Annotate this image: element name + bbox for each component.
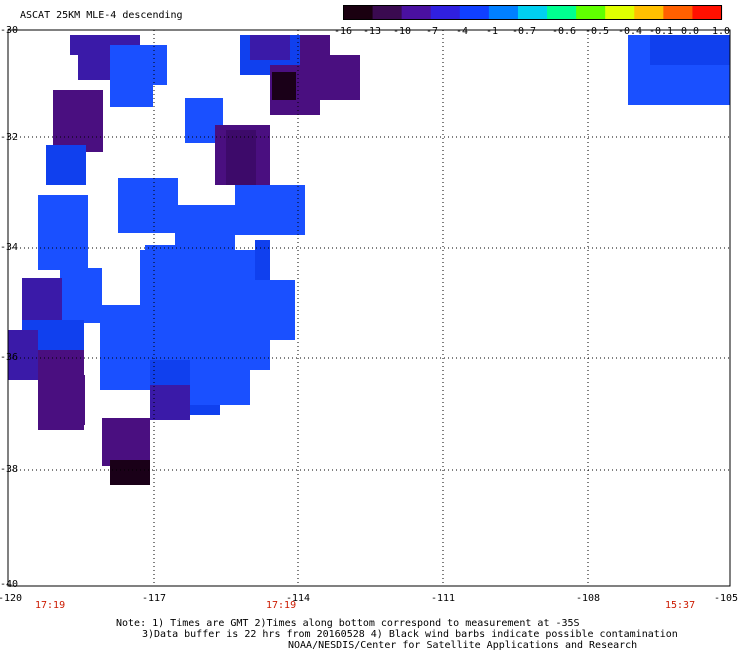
lat-label-38: -38 xyxy=(0,464,19,475)
colorbar-label: -4 xyxy=(455,26,469,37)
map-title: ASCAT 25KM MLE-4 descending xyxy=(20,10,183,21)
colorbar-label: 1.0 xyxy=(711,26,731,37)
colorbar-swatch xyxy=(547,5,577,20)
wind-cell xyxy=(8,330,38,380)
colorbar-swatch xyxy=(605,5,635,20)
colorbar-label: -0.6 xyxy=(551,26,577,37)
colorbar-swatch xyxy=(634,5,664,20)
colorbar-label: -0.4 xyxy=(617,26,643,37)
colorbar-label: -10 xyxy=(392,26,412,37)
wind-cell xyxy=(190,355,250,405)
wind-cell xyxy=(255,240,270,285)
colorbar xyxy=(343,5,723,20)
wind-cell xyxy=(38,195,88,270)
lat-label-30: -30 xyxy=(0,25,19,36)
note-line-2: 3)Data buffer is 22 hrs from 20160528 4)… xyxy=(142,629,678,640)
colorbar-label: -0.1 xyxy=(648,26,674,37)
wind-cell xyxy=(272,72,296,100)
note-line-3: NOAA/NESDIS/Center for Satellite Applica… xyxy=(288,640,638,650)
wind-cell xyxy=(46,145,86,185)
lat-label-36: -36 xyxy=(0,352,19,363)
lon-label-105: -105 xyxy=(713,593,739,604)
wind-cell xyxy=(150,385,190,420)
colorbar-swatch xyxy=(459,5,490,20)
time-label-right: 15:37 xyxy=(665,600,696,611)
colorbar-swatch xyxy=(430,5,461,20)
lat-label-32: -32 xyxy=(0,132,19,143)
lat-label-40: -40 xyxy=(0,579,19,590)
colorbar-label: -13 xyxy=(362,26,382,37)
colorbar-swatch xyxy=(343,5,374,20)
colorbar-label: -0.7 xyxy=(511,26,537,37)
colorbar-swatch xyxy=(372,5,403,20)
wind-cell xyxy=(60,268,102,323)
wind-cell xyxy=(118,178,178,233)
wind-cell xyxy=(102,418,150,466)
lon-label-114: -114 xyxy=(285,593,311,604)
lat-label-34: -34 xyxy=(0,242,19,253)
colorbar-swatch xyxy=(576,5,606,20)
wind-cell xyxy=(235,185,305,235)
wind-cell xyxy=(53,90,103,152)
colorbar-label: -1 xyxy=(485,26,499,37)
lon-label-108: -108 xyxy=(575,593,601,604)
wind-cell xyxy=(220,280,295,340)
wind-cell xyxy=(250,340,270,370)
time-label-mid: 17:19 xyxy=(266,600,297,611)
wind-cell xyxy=(45,375,85,425)
lon-label-120: -120 xyxy=(0,593,23,604)
lon-label-117: -117 xyxy=(141,593,167,604)
colorbar-swatch xyxy=(692,5,723,20)
wind-cell xyxy=(650,35,730,65)
time-label-left: 17:19 xyxy=(35,600,66,611)
colorbar-label: 0.0 xyxy=(680,26,700,37)
colorbar-label: -0.5 xyxy=(584,26,610,37)
wind-cell xyxy=(250,35,290,60)
colorbar-label: -16 xyxy=(333,26,353,37)
wind-cell xyxy=(145,245,175,270)
wind-cell xyxy=(22,278,62,328)
lon-label-111: -111 xyxy=(430,593,456,604)
colorbar-label: -7 xyxy=(425,26,439,37)
colorbar-swatch xyxy=(517,5,548,20)
colorbar-swatch xyxy=(401,5,432,20)
colorbar-swatch xyxy=(663,5,694,20)
wind-cell xyxy=(112,470,150,485)
colorbar-swatch xyxy=(488,5,519,20)
wind-cell xyxy=(226,130,256,185)
note-line-1: Note: 1) Times are GMT 2)Times along bot… xyxy=(116,618,580,629)
